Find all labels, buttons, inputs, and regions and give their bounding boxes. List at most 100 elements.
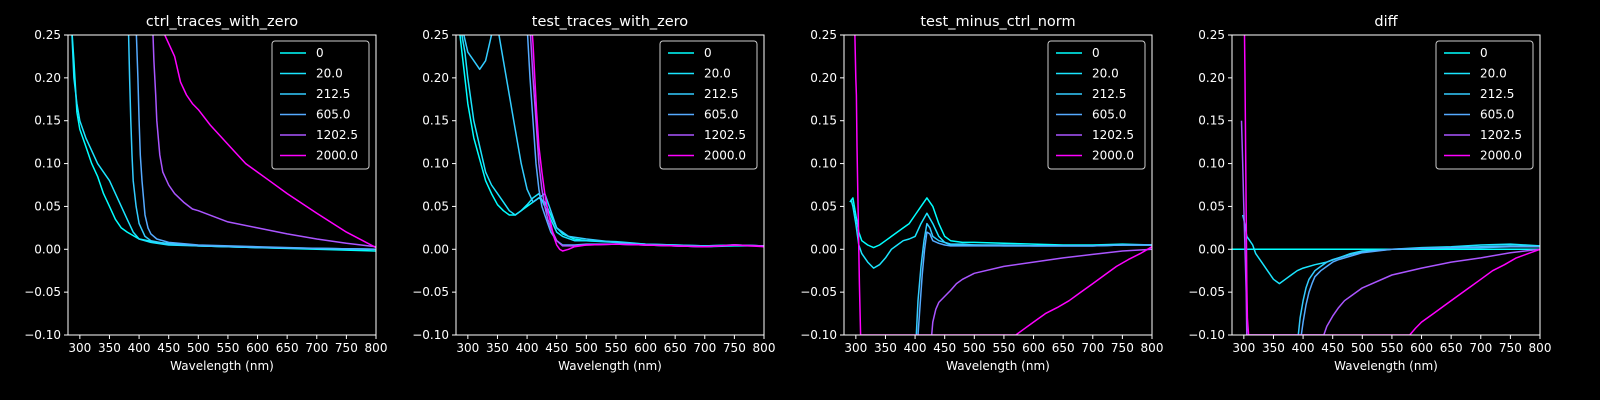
x-tick-label: 650: [1440, 341, 1463, 355]
y-tick-label: −0.10: [412, 328, 449, 342]
x-tick-label: 500: [1351, 341, 1374, 355]
series-line-5: [152, 35, 376, 248]
series-line-3: [463, 35, 764, 247]
y-tick-label: 0.25: [422, 28, 449, 42]
y-tick-label: 0.10: [34, 157, 61, 171]
plot-frame: [843, 34, 1153, 336]
legend-label: 0: [704, 46, 712, 60]
legend: 0 20.0 212.5 605.0 1202.5 2000.0: [271, 40, 370, 170]
legend-label: 2000.0: [1092, 149, 1134, 163]
x-tick-label: 550: [1380, 341, 1403, 355]
y-tick-label: 0.20: [422, 71, 449, 85]
x-tick-label: 550: [992, 341, 1015, 355]
x-tick-label: 450: [157, 341, 180, 355]
x-tick-label: 700: [1469, 341, 1492, 355]
y-tick-label: 0.25: [34, 28, 61, 42]
y-tick-label: −0.10: [1188, 328, 1225, 342]
y-tick-label: 0.15: [1198, 114, 1225, 128]
series-line-5: [1240, 120, 1540, 335]
legend-item: 605.0: [1444, 108, 1514, 122]
y-tick-label: −0.05: [24, 285, 61, 299]
plot-frame: [67, 34, 377, 336]
chart-title: test_minus_ctrl_norm: [920, 14, 1075, 30]
legend-label: 0: [316, 46, 324, 60]
y-tick-label: −0.10: [24, 328, 61, 342]
legend-label: 212.5: [1092, 87, 1126, 101]
y-tick-label: 0.20: [34, 71, 61, 85]
x-tick-label: 800: [365, 341, 388, 355]
series-group: [1232, 35, 1540, 335]
y-tick-label: 0.15: [34, 114, 61, 128]
y-tick-label: 0.25: [1198, 28, 1225, 42]
x-tick-label: 800: [1529, 341, 1552, 355]
legend-item: 2000.0: [1056, 149, 1134, 163]
x-tick-label: 800: [1141, 341, 1164, 355]
y-tick-label: 0.10: [810, 157, 837, 171]
x-tick-label: 300: [456, 341, 479, 355]
x-tick-label: 800: [753, 341, 776, 355]
series-group: [459, 35, 764, 252]
x-tick-label: 400: [128, 341, 151, 355]
y-tick-label: 0.00: [810, 242, 837, 256]
legend: 0 20.0 212.5 605.0 1202.5 2000.0: [659, 40, 758, 170]
plot-frame: [455, 34, 765, 336]
series-line-4: [135, 35, 376, 251]
legend-item: 212.5: [1056, 87, 1126, 101]
series-line-6: [854, 35, 1152, 335]
legend-item: 2000.0: [280, 149, 358, 163]
x-tick-label: 550: [216, 341, 239, 355]
y-tick-label: 0.05: [422, 199, 449, 213]
x-tick-label: 300: [68, 341, 91, 355]
chart-title: diff: [1374, 14, 1398, 30]
x-tick-label: 300: [1232, 341, 1255, 355]
legend-label: 1202.5: [704, 128, 746, 142]
plot-frame: [1231, 34, 1541, 336]
x-axis-label: Wavelength (nm): [1334, 359, 1438, 373]
legend-item: 20.0: [1056, 67, 1119, 81]
y-tick-label: −0.10: [800, 328, 837, 342]
x-tick-label: 750: [1499, 341, 1522, 355]
chart-title: test_traces_with_zero: [532, 14, 689, 30]
legend-label: 0: [1092, 46, 1100, 60]
y-tick-label: 0.00: [422, 242, 449, 256]
x-tick-label: 350: [874, 341, 897, 355]
x-tick-label: 600: [1022, 341, 1045, 355]
y-tick-label: 0.00: [1198, 242, 1225, 256]
y-tick-label: 0.20: [810, 71, 837, 85]
series-line-1: [849, 197, 1152, 249]
series-line-6: [1243, 35, 1540, 335]
legend-label: 605.0: [704, 108, 738, 122]
x-axis-label: Wavelength (nm): [946, 359, 1050, 373]
legend-label: 212.5: [704, 87, 738, 101]
series-line-3: [127, 35, 376, 251]
y-tick-label: 0.00: [34, 242, 61, 256]
chart-panel-3: 300 350 400 450 500 550 600 650 700 750 800 −0.10 −0…: [800, 14, 1163, 373]
series-line-4: [917, 231, 1152, 335]
x-tick-label: 350: [1262, 341, 1285, 355]
legend-item: 212.5: [1444, 87, 1514, 101]
x-axis-label: Wavelength (nm): [558, 359, 662, 373]
y-tick-label: 0.05: [34, 199, 61, 213]
legend-item: 2000.0: [1444, 149, 1522, 163]
series-line-5: [930, 248, 1152, 335]
legend-item: 1202.5: [1056, 128, 1134, 142]
x-tick-label: 600: [246, 341, 269, 355]
legend-item: 605.0: [280, 108, 350, 122]
series-group: [71, 35, 376, 252]
x-tick-label: 350: [486, 341, 509, 355]
legend-label: 2000.0: [316, 149, 358, 163]
x-tick-label: 400: [1292, 341, 1315, 355]
x-tick-label: 600: [1410, 341, 1433, 355]
x-tick-label: 500: [963, 341, 986, 355]
legend-item: 20.0: [1444, 67, 1507, 81]
legend-item: 1202.5: [280, 128, 358, 142]
legend-item: 0: [668, 46, 712, 60]
y-tick-label: 0.15: [810, 114, 837, 128]
x-tick-label: 750: [1111, 341, 1134, 355]
legend-label: 1202.5: [1480, 128, 1522, 142]
x-tick-label: 450: [933, 341, 956, 355]
legend-label: 0: [1480, 46, 1488, 60]
legend-label: 605.0: [1092, 108, 1126, 122]
chart-title: ctrl_traces_with_zero: [146, 14, 298, 30]
